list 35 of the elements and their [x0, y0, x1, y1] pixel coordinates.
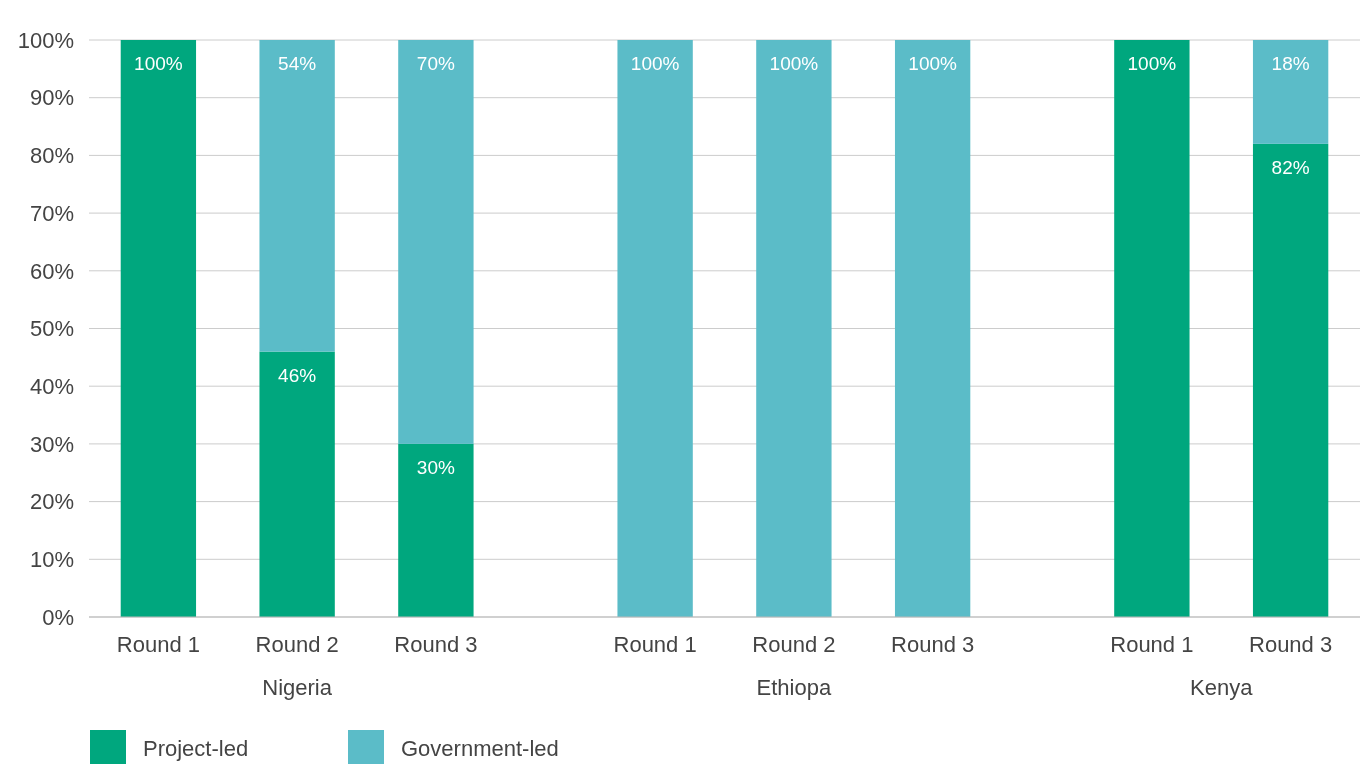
data-label: 30%	[416, 456, 456, 478]
data-label: 100%	[1127, 53, 1177, 74]
legend-label: Project-led	[143, 736, 249, 761]
text: Nigeria	[262, 675, 333, 700]
y-tick-label: 20%	[29, 489, 74, 515]
text: Ethiopa	[756, 675, 832, 700]
y-tick-label: 40%	[29, 373, 74, 399]
data-label: 100%	[134, 53, 183, 74]
y-tick-label: 50%	[29, 316, 74, 342]
text: Kenya	[1190, 675, 1254, 700]
data-label: 18%	[1271, 53, 1310, 74]
y-tick-label: 30%	[29, 431, 74, 457]
data-label: 82%	[1271, 156, 1310, 178]
data-label: 54%	[278, 53, 317, 74]
x-tick-label: Round 3	[891, 632, 975, 657]
x-tick-label: Round 1	[613, 632, 697, 657]
y-tick-label: 0%	[42, 604, 74, 630]
y-tick-label: 80%	[29, 143, 74, 169]
x-tick-label: Round 2	[255, 632, 339, 657]
data-label: 46%	[278, 364, 317, 386]
legend-label: Government-led	[401, 736, 559, 761]
y-tick-label: 100%	[17, 27, 74, 53]
data-label: 100%	[908, 53, 958, 74]
x-tick-label: Round 3	[1249, 632, 1333, 657]
y-tick-label: 70%	[29, 200, 74, 226]
y-tick-label: 90%	[29, 85, 74, 111]
data-label: 70%	[416, 53, 456, 74]
x-tick-label: Round 1	[1110, 632, 1194, 657]
x-tick-label: Round 1	[116, 632, 200, 657]
data-label: 100%	[630, 53, 680, 74]
x-tick-label: Round 3	[394, 632, 478, 657]
y-tick-label: 10%	[29, 547, 74, 572]
x-tick-label: Round 2	[752, 632, 836, 657]
data-label: 100%	[769, 53, 819, 74]
y-tick-label: 60%	[29, 258, 74, 284]
